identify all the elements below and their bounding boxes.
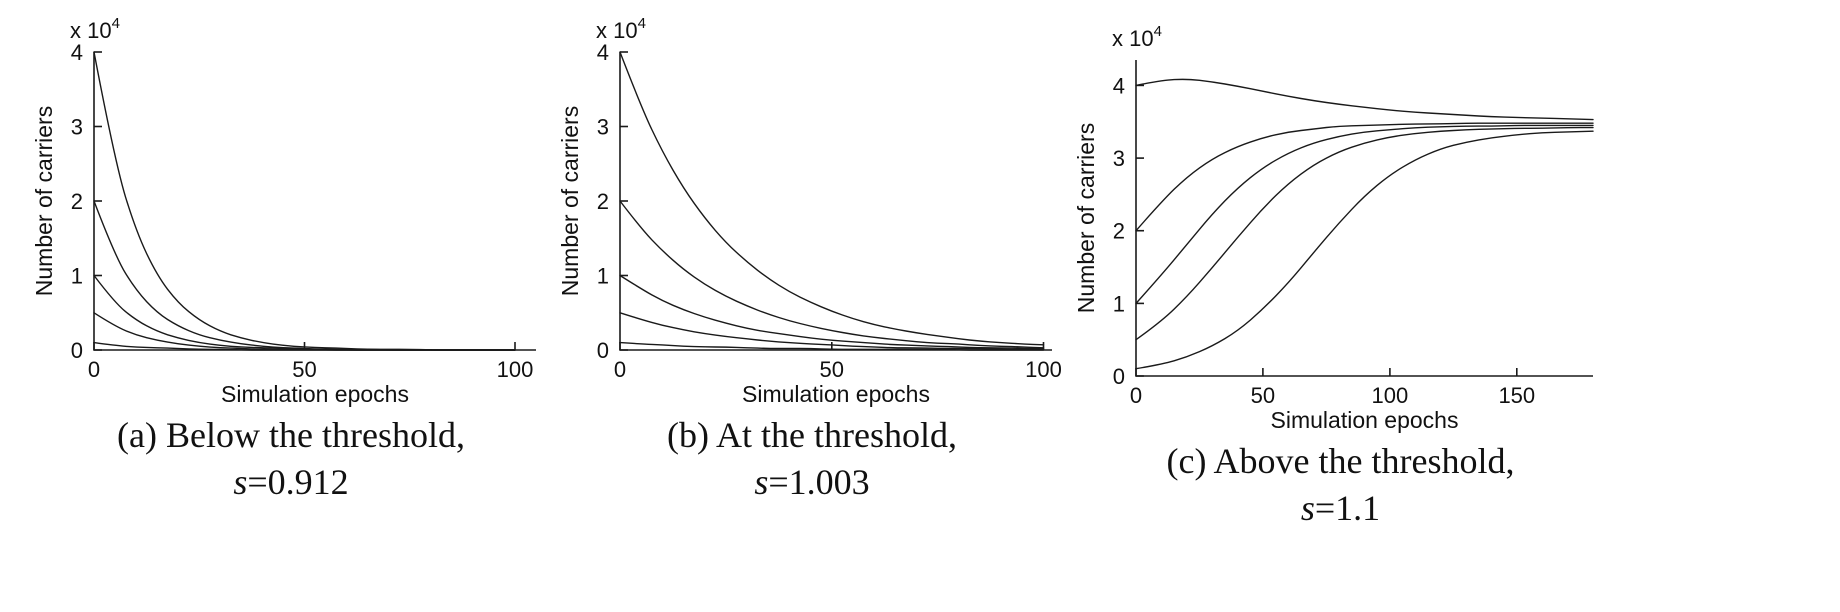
- x-tick-label: 50: [292, 357, 316, 382]
- series-curve-initial-40000: [93, 51, 516, 351]
- axes: [93, 52, 536, 351]
- y-exponent-label: x 104: [596, 15, 646, 43]
- y-tick-label: 3: [1113, 146, 1125, 171]
- caption-a: (a) Below the threshold, s=0.912: [117, 412, 465, 506]
- caption-c-value: =1.1: [1314, 487, 1381, 528]
- subplot-c: 0 1 2 3 4 0 50 100 150 Simulation epochs Number of…: [1068, 14, 1613, 532]
- caption-b-line1: (b) At the threshold,: [667, 415, 957, 455]
- series-curve-initial-20000: [619, 200, 1045, 349]
- y-tick-label: 0: [597, 338, 609, 363]
- y-tick-label: 2: [1113, 219, 1125, 244]
- x-tick-label: 0: [1130, 383, 1142, 408]
- series-curve-initial-10000: [619, 274, 1045, 350]
- series-curve-initial-1000: [619, 341, 1045, 351]
- x-axis-label: Simulation epochs: [1271, 407, 1459, 433]
- plot-b-canvas: 0 1 2 3 4 0 50 100 Simulation epochs Number of ca…: [557, 15, 1062, 407]
- y-tick-label: 2: [71, 189, 83, 214]
- y-exponent-superscript: 4: [1154, 23, 1162, 40]
- caption-c-line1: (c) Above the threshold,: [1166, 441, 1515, 481]
- y-axis-label: Number of carriers: [31, 106, 57, 296]
- x-tick-label: 100: [1372, 383, 1409, 408]
- y-exponent-superscript: 4: [638, 15, 646, 32]
- series-curve-initial-5000: [619, 312, 1045, 351]
- y-tick-label: 2: [597, 189, 609, 214]
- y-axis-label: Number of carriers: [557, 106, 583, 296]
- series-curve-initial-40000: [619, 51, 1045, 346]
- x-tick-label: 0: [88, 357, 100, 382]
- y-exponent-superscript: 4: [112, 15, 120, 32]
- x-tick-label: 150: [1498, 383, 1535, 408]
- subplot-b: 0 1 2 3 4 0 50 100 Simulation epochs Number of ca…: [552, 6, 1072, 506]
- x-axis-label: Simulation epochs: [742, 381, 930, 407]
- y-exponent-label: x 104: [1112, 23, 1162, 51]
- plot-a-canvas: 0 1 2 3 4 0 50 100 Simulation epochs Number of ca…: [31, 15, 536, 407]
- caption-c-line2: s=1.1: [1167, 485, 1515, 532]
- subplot-a: 0 1 2 3 4 0 50 100 Simulation epochs Number of ca…: [26, 6, 556, 506]
- y-tick-label: 1: [597, 264, 609, 289]
- y-tick-label: 3: [71, 115, 83, 140]
- series-curve-initial-1000: [1135, 130, 1594, 370]
- y-tick-label: 0: [71, 338, 83, 363]
- caption-b: (b) At the threshold, s=1.003: [667, 412, 957, 506]
- series-curve-initial-1000: [93, 341, 516, 351]
- x-tick-label: 100: [1025, 357, 1062, 382]
- caption-c: (c) Above the threshold, s=1.1: [1167, 438, 1515, 532]
- caption-a-value: =0.912: [247, 461, 349, 502]
- caption-a-line2: s=0.912: [117, 459, 465, 506]
- caption-b-line2: s=1.003: [667, 459, 957, 506]
- caption-b-value: =1.003: [768, 461, 870, 502]
- y-tick-label: 0: [1113, 364, 1125, 389]
- x-tick-label: 50: [820, 357, 844, 382]
- y-axis-label: Number of carriers: [1073, 123, 1099, 313]
- series-curve-initial-10000: [1135, 124, 1594, 305]
- series-curve-initial-10000: [93, 274, 516, 351]
- series-curve-initial-20000: [93, 200, 516, 351]
- y-tick-label: 1: [1113, 291, 1125, 316]
- axes: [619, 52, 1052, 351]
- plot-c-canvas: 0 1 2 3 4 0 50 100 150 Simulation epochs Number of…: [1073, 23, 1594, 433]
- series-curve-initial-40000: [1135, 78, 1594, 121]
- caption-a-variable: s: [233, 461, 248, 502]
- caption-b-variable: s: [754, 461, 769, 502]
- caption-c-variable: s: [1300, 487, 1315, 528]
- series-curve-initial-20000: [1135, 122, 1594, 232]
- x-axis-label: Simulation epochs: [221, 381, 409, 407]
- x-tick-label: 50: [1251, 383, 1275, 408]
- x-tick-label: 0: [614, 357, 626, 382]
- y-tick-label: 1: [71, 264, 83, 289]
- y-exponent-label: x 104: [70, 15, 120, 43]
- caption-a-line1: (a) Below the threshold,: [117, 415, 465, 455]
- y-tick-label: 4: [71, 40, 83, 65]
- y-tick-label: 4: [1113, 73, 1125, 98]
- y-tick-label: 3: [597, 115, 609, 140]
- series-curve-initial-5000: [1135, 126, 1594, 341]
- x-tick-label: 100: [497, 357, 534, 382]
- y-tick-label: 4: [597, 40, 609, 65]
